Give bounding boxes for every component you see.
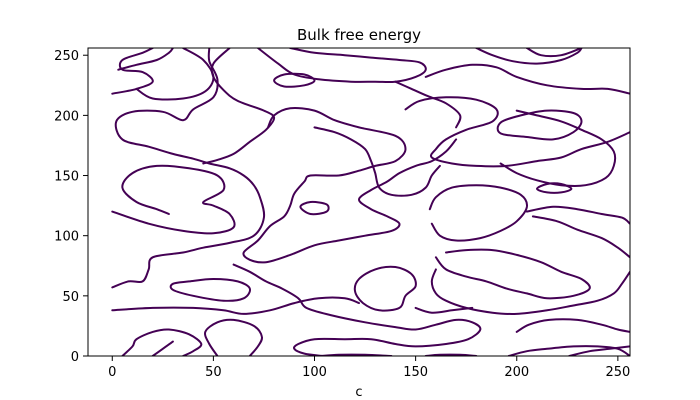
- contour-line: [525, 205, 630, 225]
- contour-line: [428, 184, 528, 242]
- contour-line: [273, 72, 316, 88]
- contour-line: [111, 48, 266, 289]
- chart-title: Bulk free energy: [297, 26, 421, 44]
- contour-line: [232, 263, 482, 356]
- contour-line: [424, 353, 478, 356]
- x-tick-label: 250: [605, 365, 630, 380]
- contour-line: [430, 268, 630, 316]
- x-tick-label: 0: [108, 365, 116, 380]
- contour-line: [169, 278, 252, 302]
- contour-line: [111, 296, 360, 315]
- contour-line: [121, 328, 203, 356]
- contour-line: [424, 63, 630, 95]
- plot-frame: [87, 47, 631, 357]
- x-axis: 0 50 100 150 200 250: [108, 356, 630, 380]
- x-tick-label: 100: [302, 365, 327, 380]
- contour-line: [536, 182, 573, 194]
- contour-line: [404, 96, 630, 168]
- contour-line: [135, 48, 215, 101]
- contour-line: [117, 48, 174, 71]
- contour-line: [202, 48, 276, 165]
- y-axis: 0 50 100 150 200 250: [54, 49, 88, 365]
- y-tick-label: 150: [54, 170, 79, 185]
- contour-line: [394, 80, 462, 129]
- contour-line: [499, 109, 617, 187]
- contour-line: [204, 318, 264, 356]
- x-tick-label: 150: [403, 365, 428, 380]
- y-tick-label: 200: [54, 109, 79, 124]
- contour-lines: [111, 48, 630, 356]
- contour-line: [525, 48, 583, 58]
- contour-line: [299, 200, 330, 216]
- y-tick-label: 100: [54, 230, 79, 245]
- contour-line: [242, 106, 458, 264]
- contour-line: [434, 248, 591, 300]
- contour-line: [515, 318, 630, 333]
- contour-line: [414, 306, 474, 314]
- contour-line: [111, 48, 154, 95]
- x-tick-label: 50: [205, 365, 222, 380]
- contour-line: [353, 265, 417, 312]
- contour-line: [151, 340, 174, 356]
- y-tick-label: 250: [54, 49, 79, 64]
- contour-line: [319, 353, 393, 356]
- contour-line: [111, 164, 236, 235]
- x-tick-label: 200: [504, 365, 529, 380]
- contour-line: [475, 48, 583, 65]
- x-axis-label: c: [355, 385, 362, 400]
- contour-line: [531, 215, 630, 259]
- contour-line: [568, 345, 630, 356]
- contour-line: [313, 126, 441, 197]
- y-tick-label: 50: [62, 290, 79, 305]
- contour-line: [496, 109, 583, 141]
- y-tick-label: 0: [71, 350, 79, 365]
- contour-line: [256, 48, 427, 84]
